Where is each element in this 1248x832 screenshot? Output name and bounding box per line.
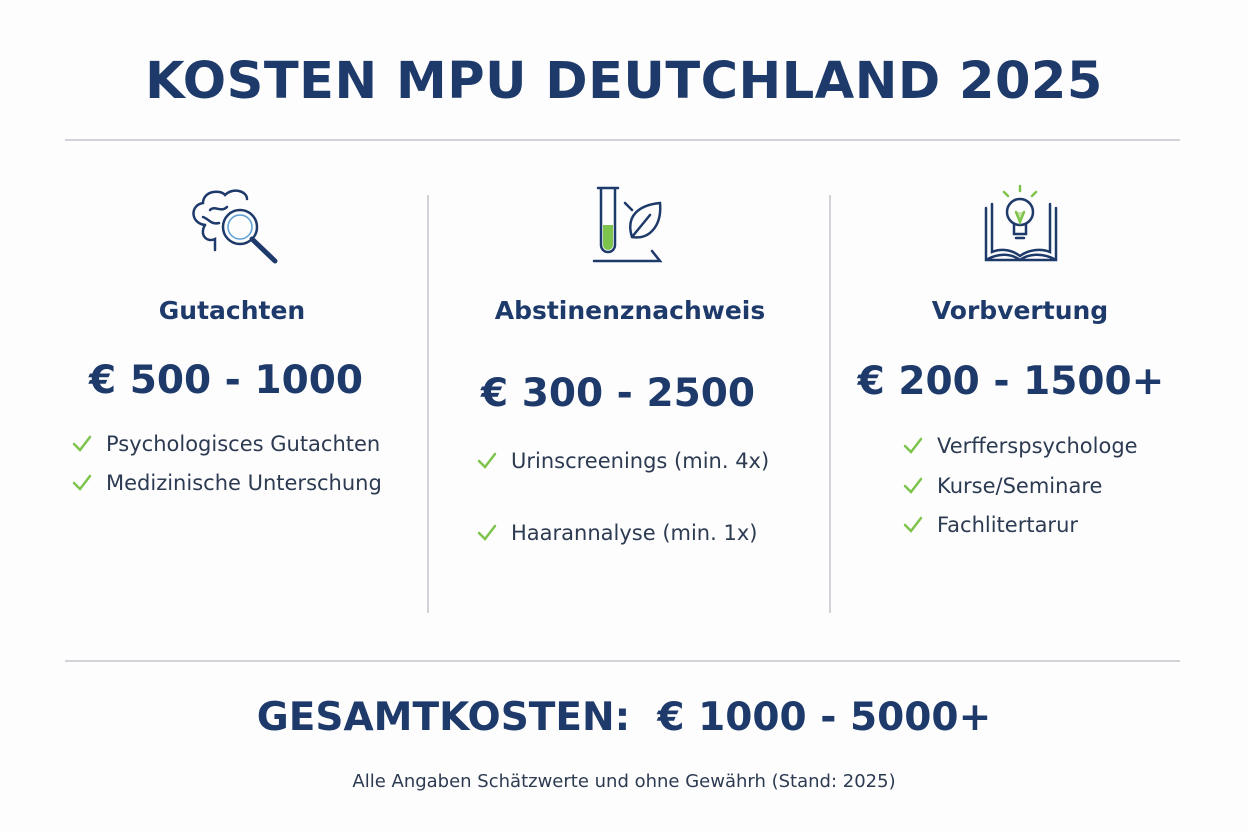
check-icon [72,474,92,491]
divider [65,139,1180,141]
item-text: Medizinische Unterschung [106,471,382,495]
title: KOSTEN MPU DEUTCHLAND 2025 [145,52,1103,111]
item-text: Verfferspsychologe [937,434,1138,458]
list-item: Fachlitertarur [903,513,1078,537]
column-heading: Gutachten [158,296,306,325]
divider [427,195,429,613]
item-text: Urinscreenings (min. 4x) [511,449,770,473]
test-icon [592,186,663,263]
list-item: Kurse/Seminare [903,474,1102,498]
list-item: Urinscreenings (min. 4x) [477,449,769,473]
item-text: Kurse/Seminare [937,474,1103,498]
total: GESAMTKOSTEN: € 1000 - 5000+ [0,695,1248,740]
item-text: Haarannalyse (min. 1x) [511,521,758,545]
price: € 500 - 1000 [88,358,363,403]
list-item: Verfferspsychologe [903,434,1138,458]
item-text: Psychologisces Gutachten [106,432,381,456]
price: € 200 - 1500+ [857,359,1165,404]
divider [829,195,831,613]
brain-icon [192,189,278,264]
check-icon [903,437,923,454]
column-heading: Abstinenznachweis [494,296,766,325]
list-item: Haarannalyse (min. 1x) [477,521,757,545]
check-icon [903,477,923,494]
check-icon [903,516,923,533]
list-item: Psychologisces Gutachten [72,432,380,456]
price: € 300 - 2500 [480,371,755,416]
item-text: Fachlitertarur [937,513,1079,537]
check-icon [72,435,92,452]
book-icon [984,184,1058,262]
total-label: GESAMTKOSTEN: [256,695,631,740]
divider [65,660,1180,662]
check-icon [477,524,497,541]
total-value: € 1000 - 5000+ [657,695,992,740]
column-heading: Vorbvertung [931,296,1109,325]
footnote: Alle Angaben Schätzwerte und ohne Gewähr… [352,771,896,792]
list-item: Medizinische Unterschung [72,471,382,495]
check-icon [477,452,497,469]
